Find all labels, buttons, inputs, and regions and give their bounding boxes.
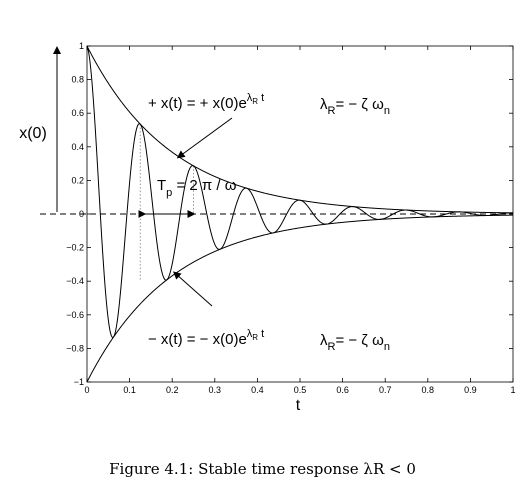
lower-envelope-line	[86, 214, 514, 383]
upper-envelope-pointer	[176, 117, 233, 159]
y-tick-label: −0.8	[66, 343, 84, 353]
lower-lambda-equation: λR= − ζ ωn	[320, 332, 390, 353]
upper-lambda-equation: λR= − ζ ωn	[320, 96, 390, 117]
y-tick-label: −0.4	[66, 276, 84, 286]
y-tick-label: 0.2	[71, 175, 84, 185]
y-tick-label: 0.6	[71, 108, 84, 118]
y-tick-label: −1	[74, 377, 84, 387]
y-ticks: 10.80.60.40.20−0.2−0.4−0.6−0.8−1	[66, 41, 513, 387]
x-axis-label: t	[296, 397, 301, 414]
y-axis-label: x(0)	[19, 125, 47, 142]
y-tick-label: −0.6	[66, 310, 84, 320]
x-tick-label: 0.9	[464, 385, 477, 395]
x-tick-label: 0.4	[251, 385, 264, 395]
x-tick-label: 0.6	[336, 385, 349, 395]
lower-equation: − x(t) = − x(0)eλR t	[148, 328, 264, 348]
y-tick-label: 1	[79, 41, 84, 51]
x-tick-label: 0	[84, 385, 89, 395]
x-tick-label: 0.7	[379, 385, 392, 395]
lower-envelope-pointer	[173, 271, 213, 307]
period-equation: Tp = 2 π / ω	[157, 177, 237, 199]
x-tick-label: 0.8	[422, 385, 435, 395]
x-tick-label: 0.1	[123, 385, 136, 395]
x-tick-label: 0.3	[209, 385, 222, 395]
damped-oscillation-line	[86, 45, 514, 338]
x-ticks: 0 0.1 0.2 0.3 0.4 0.5 0.6 0.7 0.8 0.9 1	[84, 46, 516, 395]
upper-equation: + x(t) = + x(0)eλR t	[148, 92, 264, 112]
x-tick-label: 1	[510, 385, 515, 395]
x-tick-label: 0.5	[294, 385, 307, 395]
figure-caption: Figure 4.1: Stable time response λR < 0	[109, 460, 416, 478]
y-tick-label: 0.8	[71, 75, 84, 85]
y-tick-label: 0.4	[71, 142, 84, 152]
x-tick-label: 0.2	[166, 385, 179, 395]
y-tick-label: −0.2	[66, 243, 84, 253]
